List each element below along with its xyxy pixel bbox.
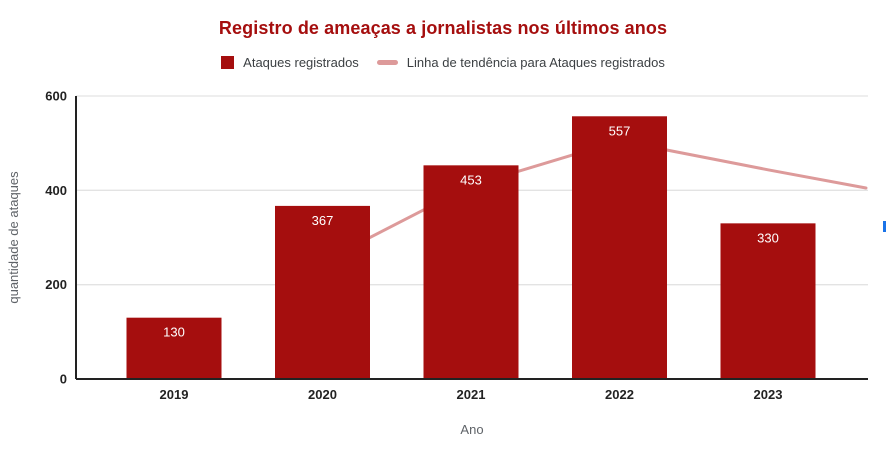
x-axis-title: Ano — [460, 422, 483, 437]
bar-2021 — [423, 165, 519, 379]
chart-title: Registro de ameaças a jornalistas nos úl… — [218, 18, 668, 38]
legend-item-tendencia: Linha de tendência para Ataques registra… — [376, 55, 665, 70]
y-axis-title: quantidade de ataques — [6, 171, 21, 304]
y-tick-label-0: 0 — [60, 372, 67, 387]
legend-label-ataques: Ataques registrados — [243, 55, 359, 70]
y-tick-label-600: 600 — [45, 89, 67, 104]
x-tick-label-2019: 2019 — [160, 387, 189, 402]
bar-value-label-2023: 330 — [757, 230, 779, 245]
legend-trendline-swatch-icon — [376, 60, 398, 65]
bar-2023 — [720, 223, 816, 379]
bar-value-label-2022: 557 — [609, 123, 631, 138]
x-tick-label-2023: 2023 — [754, 387, 783, 402]
bar-2019 — [126, 317, 222, 379]
bar-value-label-2019: 130 — [163, 325, 185, 340]
bar-2020 — [275, 205, 370, 379]
blue-edge-mark — [883, 221, 886, 232]
x-tick-label-2020: 2020 — [308, 387, 337, 402]
legend-bar-swatch-icon — [221, 56, 235, 69]
legend: Ataques registrados Linha de tendência p… — [0, 55, 886, 70]
bar-2022 — [572, 116, 667, 379]
x-tick-label-2022: 2022 — [605, 387, 634, 402]
legend-item-ataques: Ataques registrados — [221, 55, 359, 70]
legend-label-tendencia: Linha de tendência para Ataques registra… — [406, 55, 665, 70]
bar-value-label-2021: 453 — [460, 172, 482, 187]
y-tick-label-400: 400 — [45, 183, 67, 198]
y-tick-label-200: 200 — [45, 277, 67, 292]
bar-value-label-2020: 367 — [312, 213, 334, 228]
x-tick-label-2021: 2021 — [457, 387, 486, 402]
